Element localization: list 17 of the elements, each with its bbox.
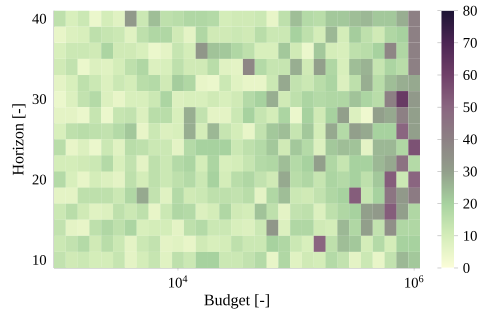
x-axis-title: Budget [-]	[204, 294, 269, 309]
color-bar-label: 20	[463, 198, 477, 209]
y-tick-label: 20	[32, 174, 46, 184]
color-bar-label: 80	[463, 6, 477, 16]
color-bar-label: 30	[463, 166, 477, 176]
color-bar-label: 60	[463, 70, 477, 80]
color-bar-label: 70	[464, 38, 477, 48]
x-tick-label: 10$^{4}$	[169, 275, 188, 288]
y-tick-label: 10	[33, 255, 46, 265]
x-tick-label: 10$^{6}$	[405, 275, 424, 288]
y-tick-label: 30	[32, 94, 46, 104]
y-tick-label: 40	[32, 14, 46, 24]
y-axis-title: Horizon [-]	[12, 104, 26, 176]
color-bar-label: 50	[464, 102, 477, 112]
color-bar-label: 0	[463, 263, 470, 273]
color-bar-label: 40	[463, 134, 477, 144]
color-bar-label: 10	[464, 230, 477, 241]
